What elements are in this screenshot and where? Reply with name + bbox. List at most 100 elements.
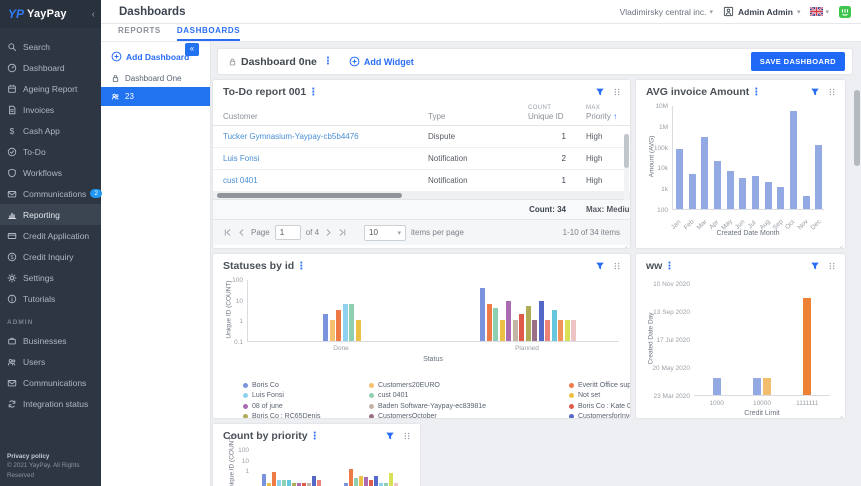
sidebar-item-credit-application[interactable]: Credit Application <box>0 225 101 246</box>
last-page-button[interactable] <box>338 228 347 237</box>
sidebar-item-communications[interactable]: Communications 2 <box>0 183 102 204</box>
dashboard-list-item-label: Dashboard One <box>125 74 182 83</box>
dashboard-list-item[interactable]: 23 <box>101 87 210 106</box>
filter-icon[interactable] <box>595 87 605 97</box>
sidebar-item-to-do[interactable]: To-Do <box>0 141 101 162</box>
panel-collapse-button[interactable]: « <box>185 43 199 56</box>
sidebar-item-search[interactable]: Search <box>0 36 101 57</box>
privacy-policy-link[interactable]: Privacy policy <box>7 452 50 460</box>
drag-handle-icon[interactable] <box>827 261 837 271</box>
drag-handle-icon[interactable] <box>402 431 412 441</box>
add-dashboard-button[interactable]: Add Dashboard <box>101 42 210 70</box>
legend-label: cust 0401 <box>378 392 409 400</box>
language-selector[interactable]: ▾ <box>810 7 829 16</box>
sidebar-item-ageing-report[interactable]: Ageing Report <box>0 78 101 99</box>
legend-item[interactable]: cust 0401 <box>369 391 569 402</box>
tab-reports[interactable]: REPORTS <box>118 26 161 35</box>
widget-menu-kebab[interactable]: ⋮ <box>309 430 320 442</box>
customer-link[interactable]: Tucker Gymnasium-Yaypay-cb5b4476 <box>223 132 359 142</box>
add-widget-button[interactable]: Add Widget <box>349 56 414 67</box>
page-scrollbar <box>854 46 860 476</box>
plot-area <box>253 448 403 486</box>
bar-group <box>261 472 321 486</box>
sidebar-collapse-icon[interactable]: ‹ <box>91 8 95 20</box>
widget-resize-handle[interactable] <box>836 409 843 418</box>
sidebar-item-users[interactable]: Users <box>0 351 101 372</box>
y-tick-label: 23 Mar 2020 <box>653 393 691 400</box>
sidebar-item-tutorials[interactable]: Tutorials <box>0 288 101 309</box>
widget-menu-kebab[interactable]: ⋮ <box>664 260 675 272</box>
bar <box>281 480 286 486</box>
company-selector[interactable]: Vladimirsky central inc. ▾ <box>620 7 713 17</box>
x-tick-label: 1111111 <box>796 400 819 407</box>
legend-item[interactable]: Boris Co : Kate 0602 <box>569 401 630 412</box>
widget-menu-kebab[interactable]: ⋮ <box>751 86 762 98</box>
x-tick-label: Done <box>333 345 349 352</box>
legend-item[interactable]: CustomersOctober <box>369 412 569 418</box>
sidebar-item-credit-inquiry[interactable]: $ Credit Inquiry <box>0 246 101 267</box>
bar-done <box>336 310 342 341</box>
y-tick-label: 100 <box>232 277 243 284</box>
drag-handle-icon[interactable] <box>612 87 622 97</box>
bar-planned <box>486 304 492 341</box>
customer-link[interactable]: Luis Fonsi <box>223 154 260 164</box>
filter-icon[interactable] <box>810 87 820 97</box>
sidebar-item-integration-status[interactable]: Integration status <box>0 393 101 414</box>
sidebar-item-communications-admin[interactable]: Communications <box>0 372 101 393</box>
drag-handle-icon[interactable] <box>612 261 622 271</box>
filter-icon[interactable] <box>385 431 395 441</box>
legend-item[interactable]: Everitt Office supplies-Yaypay <box>569 380 630 391</box>
first-page-button[interactable] <box>223 228 232 237</box>
sidebar-item-invoices[interactable]: Invoices <box>0 99 101 120</box>
legend-swatch <box>243 414 248 418</box>
sidebar-item-settings[interactable]: Settings <box>0 267 101 288</box>
filter-icon[interactable] <box>810 261 820 271</box>
legend-item[interactable]: Not set <box>569 391 630 402</box>
bar <box>266 483 271 486</box>
widget-resize-handle[interactable] <box>621 239 628 248</box>
copyright-text: © 2021 YayPay. All Rights Reserved <box>7 462 80 479</box>
todo-icon <box>7 147 17 157</box>
filter-icon[interactable] <box>595 261 605 271</box>
widget-resize-handle[interactable] <box>621 409 628 418</box>
save-dashboard-button[interactable]: SAVE DASHBOARD <box>750 52 845 71</box>
page-size-select[interactable]: 10 ▾ <box>364 224 407 241</box>
dashboard-list-item[interactable]: Dashboard One <box>101 70 210 87</box>
sidebar-item-label: Credit Inquiry <box>23 251 74 262</box>
user-menu[interactable]: Admin Admin ▾ <box>723 6 800 17</box>
customer-link[interactable]: cust 0401 <box>223 176 258 186</box>
dashboard-menu-kebab[interactable]: ⋮ <box>322 56 333 67</box>
bar-planned <box>564 320 570 341</box>
legend-item[interactable]: Baden Software-Yaypay-ec83981e <box>369 401 569 412</box>
legend-item[interactable]: Boris Co : RC65Denis <box>243 412 369 418</box>
prev-page-button[interactable] <box>237 228 246 237</box>
legend-item[interactable]: CustomersforInvoices <box>569 412 630 418</box>
tab-dashboards[interactable]: DASHBOARDS <box>176 26 241 41</box>
sidebar-item-businesses[interactable]: Businesses <box>0 330 101 351</box>
next-page-button[interactable] <box>324 228 333 237</box>
scrollbar-thumb[interactable] <box>217 193 402 199</box>
column-header-type[interactable]: Type <box>428 112 446 122</box>
sidebar-item-reporting[interactable]: Reporting <box>0 204 101 225</box>
scrollbar-thumb[interactable] <box>854 90 860 166</box>
column-header-customer[interactable]: Customer <box>223 112 258 122</box>
scrollbar-thumb[interactable] <box>624 134 629 168</box>
legend-item[interactable]: 08 of june <box>243 401 369 412</box>
drag-handle-icon[interactable] <box>827 87 837 97</box>
priority-cell: High <box>586 154 603 164</box>
legend-item[interactable]: Customers20EURO <box>369 380 569 391</box>
sidebar-item-workflows[interactable]: Workflows <box>0 162 101 183</box>
sidebar-item-cash-app[interactable]: $ Cash App <box>0 120 101 141</box>
widget-menu-kebab[interactable]: ⋮ <box>308 86 319 98</box>
column-header-unique-id[interactable]: COUNT Unique ID <box>528 105 564 122</box>
sidebar-item-dashboard[interactable]: Dashboard <box>0 57 101 78</box>
page-number-input[interactable] <box>274 225 301 241</box>
chat-help-icon[interactable] <box>839 5 851 18</box>
widget-resize-handle[interactable] <box>836 239 843 248</box>
column-header-priority[interactable]: MAX Priority ↑ <box>586 105 618 122</box>
sort-asc-icon: ↑ <box>613 112 618 122</box>
bar <box>271 472 276 486</box>
legend-item[interactable]: Luis Fonsi <box>243 391 369 402</box>
legend-item[interactable]: Boris Co <box>243 380 369 391</box>
widget-menu-kebab[interactable]: ⋮ <box>296 260 307 272</box>
